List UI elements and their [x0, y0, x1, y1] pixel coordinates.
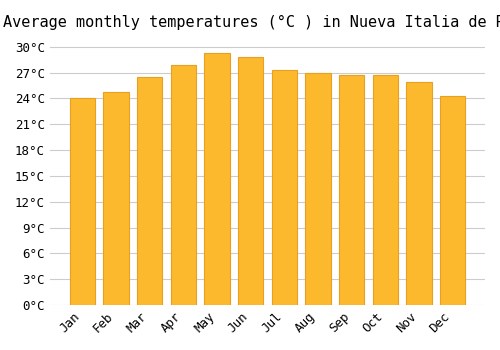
Bar	[204, 53, 230, 305]
Bar	[170, 65, 196, 305]
Title: Average monthly temperatures (°C ) in Nueva Italia de Ruiz: Average monthly temperatures (°C ) in Nu…	[3, 15, 500, 30]
Bar	[372, 75, 398, 305]
Bar	[104, 92, 128, 305]
Bar	[406, 82, 432, 305]
Bar	[272, 70, 297, 305]
Bar	[137, 77, 162, 305]
Bar	[238, 57, 263, 305]
Bar	[70, 98, 95, 305]
Bar	[306, 72, 330, 305]
Bar	[339, 75, 364, 305]
Bar	[440, 96, 465, 305]
